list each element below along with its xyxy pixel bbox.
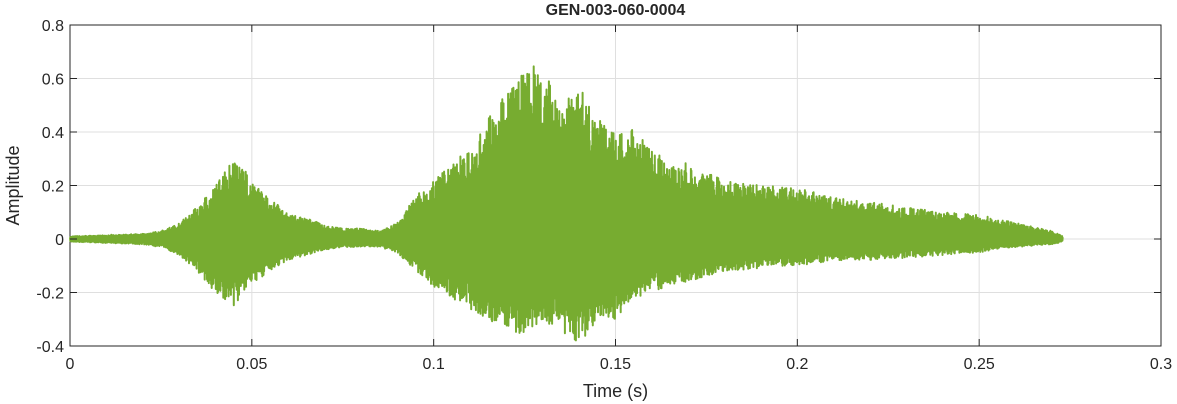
y-tick-label: 0.2 (42, 179, 64, 196)
y-tick-label: 0.8 (42, 18, 64, 35)
x-tick-label: 0.15 (600, 356, 631, 373)
x-tick-label: 0.2 (786, 356, 808, 373)
x-tick-label: 0.1 (423, 356, 445, 373)
x-tick-label: 0.3 (1150, 356, 1172, 373)
y-tick-label: -0.2 (36, 286, 64, 303)
y-tick-label: 0.4 (42, 125, 64, 142)
y-tick-label: -0.4 (36, 339, 64, 356)
signal-line (69, 65, 1064, 342)
axis-ticks: 0 0.05 0.1 0.15 0.2 0.25 0.3 -0.4 -0.2 0 0.2 0.4 0.6… (36, 18, 1172, 373)
y-tick-label: 0.6 (42, 72, 64, 89)
x-tick-label: 0.25 (964, 356, 995, 373)
x-tick-label: 0 (66, 356, 75, 373)
y-tick-label: 0 (55, 232, 64, 249)
x-axis-label: Time (s) (583, 381, 648, 401)
chart-title: GEN-003-060-0004 (545, 2, 686, 19)
x-tick-label: 0.05 (236, 356, 267, 373)
y-axis-label: Amplitude (3, 145, 23, 225)
